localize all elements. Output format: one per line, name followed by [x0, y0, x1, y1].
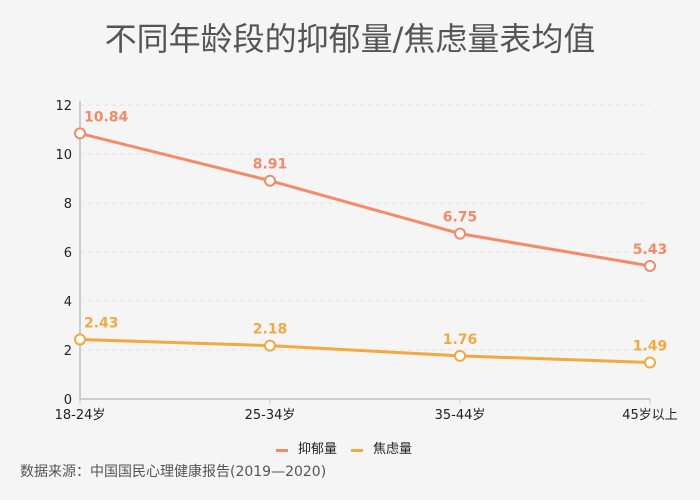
- legend-item[interactable]: 焦虑量: [351, 442, 412, 458]
- data-label: 1.49: [633, 338, 668, 354]
- legend-swatch: [351, 448, 364, 452]
- data-point: [454, 227, 466, 240]
- data-point: [74, 127, 86, 140]
- data-label: 5.43: [633, 242, 668, 258]
- y-tick-label: 6: [64, 246, 72, 261]
- data-point: [74, 333, 86, 346]
- data-point: [454, 349, 466, 362]
- y-tick-label: 4: [64, 295, 72, 310]
- x-tick-label: 25-34岁: [245, 408, 296, 423]
- series-line: [79, 337, 651, 364]
- legend: 抑郁量 焦虑量: [276, 442, 412, 458]
- legend-item[interactable]: 抑郁量: [276, 442, 337, 458]
- y-tick-label: 2: [64, 344, 72, 359]
- data-point: [644, 259, 656, 272]
- chart-title: 不同年龄段的抑郁量/焦虑量表均值: [104, 20, 596, 58]
- data-label: 1.76: [443, 332, 478, 348]
- x-tick-label: 45岁以上: [622, 408, 678, 423]
- data-source: 数据来源：中国国民心理健康报告(2019—2020): [20, 464, 327, 480]
- data-label: 8.91: [253, 157, 288, 173]
- legend-swatch: [276, 448, 288, 452]
- data-point: [644, 356, 656, 369]
- x-tick-label: 35-44岁: [435, 408, 486, 423]
- y-tick-label: 12: [55, 99, 72, 114]
- data-label: 10.84: [84, 109, 129, 125]
- legend-label: 抑郁量: [298, 442, 338, 457]
- legend-label: 焦虑量: [373, 442, 413, 457]
- data-label: 2.43: [84, 315, 119, 331]
- y-tick-label: 8: [64, 197, 72, 212]
- series-line: [79, 131, 651, 268]
- y-tick-label: 0: [64, 393, 72, 408]
- data-point: [264, 339, 276, 352]
- x-tick-label: 18-24岁: [55, 408, 106, 423]
- data-point: [264, 174, 276, 187]
- data-label: 2.18: [253, 322, 288, 338]
- data-label: 6.75: [443, 210, 478, 226]
- y-tick-label: 10: [55, 148, 72, 163]
